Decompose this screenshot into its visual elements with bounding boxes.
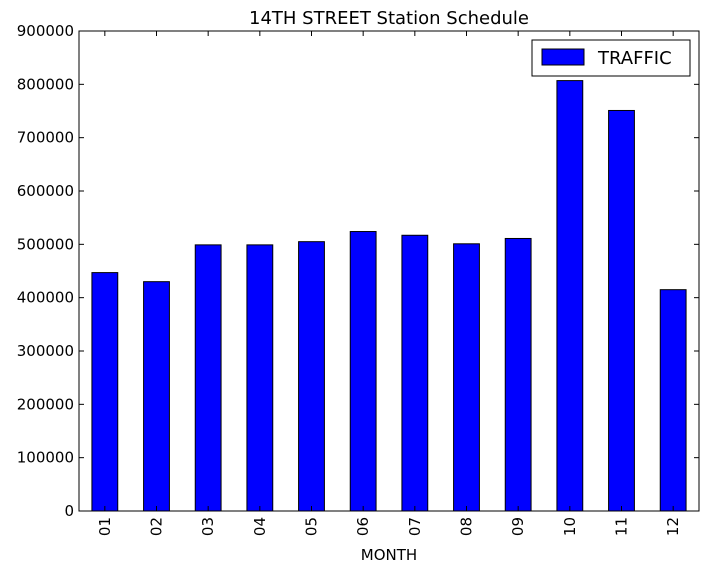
bar-02 (143, 281, 170, 512)
bar-06 (349, 231, 377, 512)
x-tick-label-03: 03 (199, 517, 217, 536)
bar-09 (504, 237, 532, 512)
chart-title: 14TH STREET Station Schedule (249, 8, 529, 29)
y-tick-label-900000: 900000 (17, 22, 74, 40)
bar-07 (401, 234, 429, 512)
legend-swatch-traffic (541, 48, 585, 66)
bar-01 (91, 272, 119, 512)
legend: TRAFFIC (531, 39, 691, 77)
bar-12 (659, 289, 687, 512)
x-tick-label-12: 12 (664, 517, 682, 536)
y-tick-label-500000: 500000 (17, 235, 74, 253)
y-tick-label-100000: 100000 (17, 449, 74, 467)
bar-10 (556, 80, 584, 512)
x-tick-label-08: 08 (458, 517, 476, 536)
y-tick-label-400000: 400000 (17, 289, 74, 307)
bar-11 (608, 109, 635, 512)
x-tick-label-10: 10 (561, 517, 579, 536)
y-tick-label-800000: 800000 (17, 75, 74, 93)
x-tick-label-05: 05 (303, 517, 321, 536)
x-tick-label-02: 02 (148, 517, 166, 536)
x-tick-label-09: 09 (509, 517, 527, 536)
x-tick-label-04: 04 (251, 517, 269, 536)
bars-group (91, 80, 687, 512)
y-tick-label-600000: 600000 (17, 182, 74, 200)
y-tick-label-700000: 700000 (17, 129, 74, 147)
y-tick-label-0: 0 (64, 502, 74, 520)
x-tick-label-11: 11 (613, 517, 631, 536)
legend-label-traffic: TRAFFIC (597, 48, 672, 69)
y-tick-label-300000: 300000 (17, 342, 74, 360)
x-tick-label-07: 07 (406, 517, 424, 536)
bar-04 (246, 244, 274, 512)
x-tick-label-06: 06 (354, 517, 372, 536)
y-axis: 0 100000 200000 300000 400000 500000 600000 700… (17, 22, 699, 520)
bar-03 (194, 244, 222, 512)
plot-area-frame (78, 30, 700, 512)
x-axis-label: MONTH (361, 546, 417, 564)
y-tick-label-200000: 200000 (17, 395, 74, 413)
bar-08 (453, 243, 480, 512)
x-axis: 01 02 03 04 05 06 07 08 09 10 11 12 (96, 31, 682, 536)
bar-05 (298, 241, 325, 512)
x-tick-label-01: 01 (96, 517, 114, 536)
